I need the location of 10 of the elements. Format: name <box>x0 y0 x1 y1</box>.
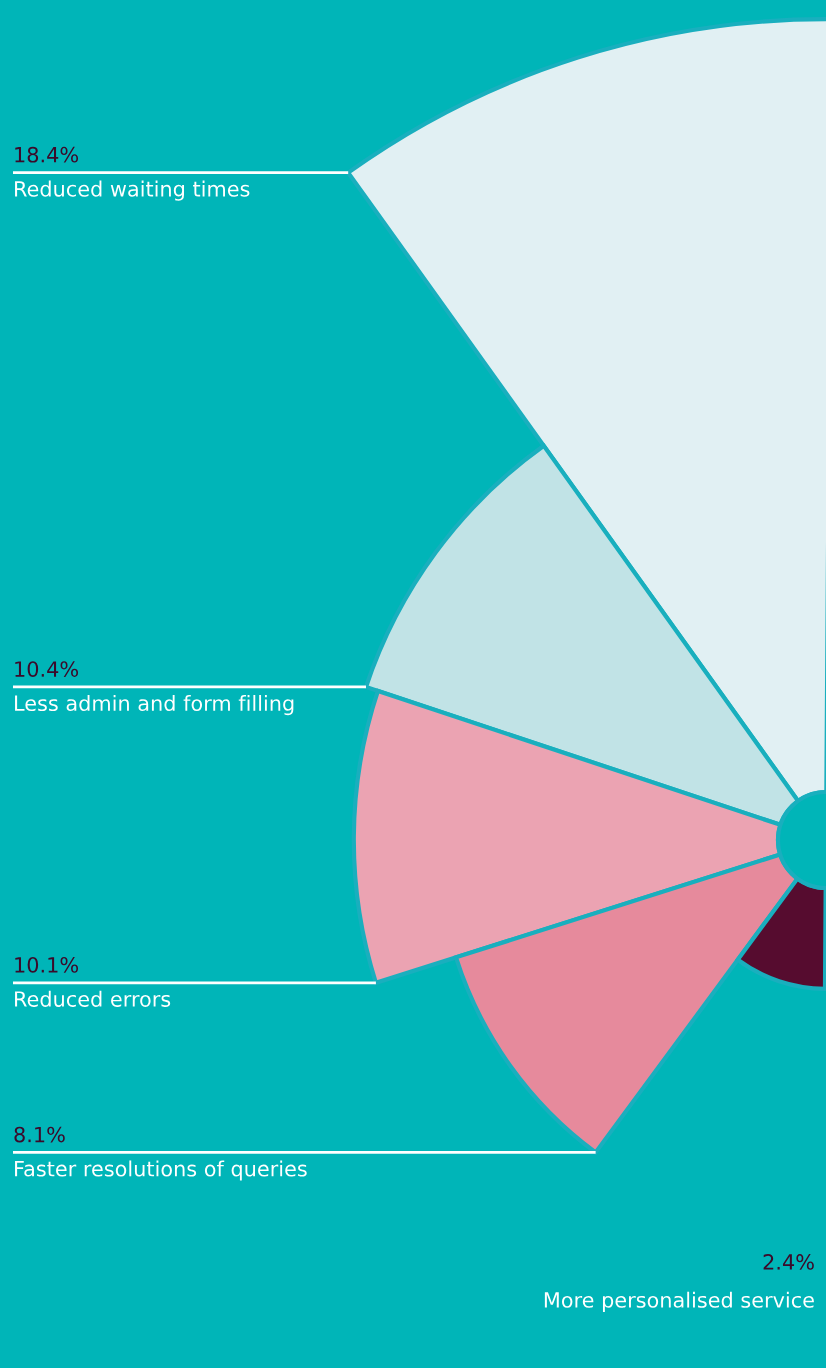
data-label: 2.4% <box>763 1254 814 1270</box>
data-label: 18.4% <box>15 146 79 163</box>
category-label: Less admin and form filling <box>15 694 294 716</box>
category-label: More personalised service <box>544 1291 814 1312</box>
category-label: Reduced errors <box>15 990 171 1007</box>
data-label: 10.1% <box>15 956 79 973</box>
category-label: Reduced waiting times <box>15 180 250 201</box>
category-label: Faster resolutions of queries <box>15 1160 307 1181</box>
data-label: 8.1% <box>14 1126 65 1143</box>
data-label: 10.4% <box>15 661 79 677</box>
